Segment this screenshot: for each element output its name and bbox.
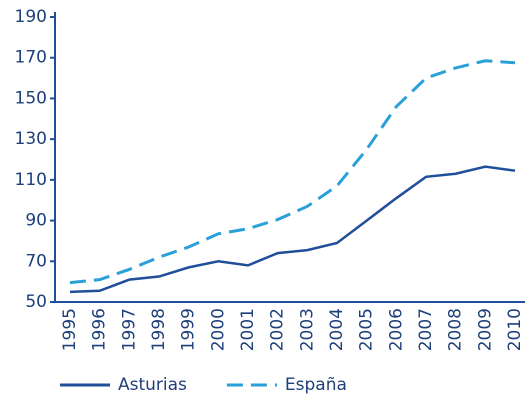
y-tick-label: 50 [25,292,47,312]
x-tick-label: 2005 [357,308,377,351]
x-tick-label: 1998 [149,308,169,351]
x-tick-label: 1999 [179,308,199,351]
x-tick-label: 2008 [446,308,466,351]
y-tick-label: 110 [15,170,47,190]
y-tick-label: 170 [15,48,47,68]
series-line [69,165,516,294]
x-tick-label: 2003 [297,308,317,351]
y-tick-label: 150 [15,88,47,108]
legend-label: España [285,375,347,395]
x-tick-label: 2007 [416,308,436,351]
legend-label: Asturias [118,375,187,395]
y-tick-label: 190 [15,7,47,27]
x-tick-label: 2002 [268,308,288,351]
x-tick-label: 2001 [238,308,258,351]
series-line [69,59,516,285]
x-tick-label: 2010 [505,308,525,351]
x-tick-label: 1995 [60,308,80,351]
x-tick-label: 1997 [119,308,139,351]
y-tick-label: 90 [25,211,47,231]
x-tick-label: 2006 [386,308,406,351]
y-tick-label: 70 [25,251,47,271]
y-tick-label: 130 [15,129,47,149]
x-tick-label: 2009 [475,308,495,351]
x-tick-label: 2004 [327,308,347,351]
x-tick-label: 1996 [90,308,110,351]
x-tick-label: 2000 [208,308,228,351]
